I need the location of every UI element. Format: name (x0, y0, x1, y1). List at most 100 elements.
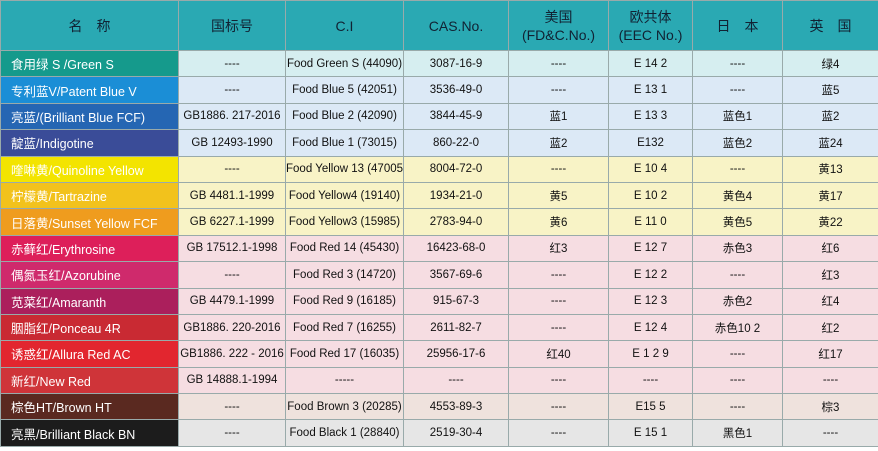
table-cell: GB1886. 220-2016 (178, 313, 286, 342)
table-cell: ---- (178, 261, 286, 289)
table-cell: 4553-89-3 (403, 393, 509, 421)
colorant-name: 苋菜红/Amaranth (0, 287, 179, 315)
header-cell: C.I (285, 0, 404, 51)
table-cell: E 12 2 (608, 261, 693, 289)
table-cell: ---- (692, 76, 783, 104)
table-cell: 25956-17-6 (403, 340, 509, 368)
table-cell: GB1886. 222 - 2016 (178, 340, 286, 368)
table-row: 靛蓝/Indigotine GB 12493-1990 Food Blue 1 (7… (0, 129, 878, 157)
table-cell: E15 5 (608, 393, 693, 421)
table-row: 赤藓红/Erythrosine GB 17512.1-1998 Food Red 1… (0, 234, 878, 263)
header-cell: 美国 (FD&C.No.) (508, 0, 609, 51)
table-cell: 3567-69-6 (403, 261, 509, 289)
table-cell: 绿4 (782, 49, 878, 78)
table-cell: 860-22-0 (403, 129, 509, 157)
colorant-name: 食用绿 S /Green S (0, 49, 179, 78)
table-cell: E 13 1 (608, 76, 693, 104)
table-cell: 黑色1 (692, 419, 783, 447)
table-cell: GB 4479.1-1999 (178, 287, 286, 315)
colorant-name: 诱惑红/Allura Red AC (0, 340, 179, 368)
table-cell: Food Red 14 (45430) (285, 234, 404, 263)
table-row: 偶氮玉红/Azorubine ---- Food Red 3 (14720) 3567… (0, 261, 878, 289)
table-cell: 红3 (508, 234, 609, 263)
table-cell: Food Black 1 (28840) (285, 419, 404, 447)
table-row: 新红/New Red GB 14888.1-1994 ----- ---- ---- --… (0, 366, 878, 395)
table-cell: E 14 2 (608, 49, 693, 78)
table-row: 喹啉黄/Quinoline Yellow ---- Food Yellow 13 (… (0, 155, 878, 183)
table-row: 食用绿 S /Green S ---- Food Green S (44090) 30… (0, 49, 878, 78)
table-cell: ---- (403, 366, 509, 395)
table-cell: 红17 (782, 340, 878, 368)
table-cell: ---- (178, 155, 286, 183)
table-cell: 黄5 (508, 181, 609, 210)
table-cell: E 1 2 9 (608, 340, 693, 368)
table-row: 亮蓝/(Brilliant Blue FCF) GB1886. 217-2016 F… (0, 102, 878, 131)
colorant-name: 胭脂红/Ponceau 4R (0, 313, 179, 342)
table-cell: 红3 (782, 261, 878, 289)
table-cell: GB 17512.1-1998 (178, 234, 286, 263)
colorant-name: 赤藓红/Erythrosine (0, 234, 179, 263)
header-cell: 名 称 (0, 0, 179, 51)
table-cell: E 12 7 (608, 234, 693, 263)
table-cell: ---- (782, 419, 878, 447)
table-cell: 红2 (782, 313, 878, 342)
table-cell: GB 12493-1990 (178, 129, 286, 157)
table-cell: GB1886. 217-2016 (178, 102, 286, 131)
table-cell: 1934-21-0 (403, 181, 509, 210)
table-cell: 棕3 (782, 393, 878, 421)
table-row: 棕色HT/Brown HT ---- Food Brown 3 (20285) 455… (0, 393, 878, 421)
colorant-name: 新红/New Red (0, 366, 179, 395)
table-cell: ---- (608, 366, 693, 395)
table-cell: ---- (692, 366, 783, 395)
table-cell: 2783-94-0 (403, 208, 509, 236)
table-cell: 蓝1 (508, 102, 609, 131)
table-cell: ---- (782, 366, 878, 395)
table-cell: ---- (692, 155, 783, 183)
table-cell: 黄6 (508, 208, 609, 236)
table-cell: ---- (508, 393, 609, 421)
table-cell: 3536-49-0 (403, 76, 509, 104)
table-cell: ---- (178, 393, 286, 421)
table-cell: Food Blue 2 (42090) (285, 102, 404, 131)
colorant-name: 靛蓝/Indigotine (0, 129, 179, 157)
table-cell: 赤色10 2 (692, 313, 783, 342)
table-row: 诱惑红/Allura Red AC GB1886. 222 - 2016 Food … (0, 340, 878, 368)
table-cell: 黄17 (782, 181, 878, 210)
header-cell: 国标号 (178, 0, 286, 51)
table-cell: Food Blue 1 (73015) (285, 129, 404, 157)
table-cell: GB 4481.1-1999 (178, 181, 286, 210)
table-cell: GB 14888.1-1994 (178, 366, 286, 395)
table-cell: 蓝5 (782, 76, 878, 104)
table-cell: ---- (508, 366, 609, 395)
table-cell: 红6 (782, 234, 878, 263)
table-cell: ---- (508, 155, 609, 183)
table-row: 日落黄/Sunset Yellow FCF GB 6227.1-1999 Food … (0, 208, 878, 236)
table-cell: 红4 (782, 287, 878, 315)
table-row: 胭脂红/Ponceau 4R GB1886. 220-2016 Food Red 7… (0, 313, 878, 342)
table-cell: ---- (508, 287, 609, 315)
table-cell: ---- (508, 313, 609, 342)
colorant-name: 亮黑/Brilliant Black BN (0, 419, 179, 447)
table-cell: ---- (178, 76, 286, 104)
table-cell: 3844-45-9 (403, 102, 509, 131)
table-cell: Food Yellow 13 (47005) (285, 155, 404, 183)
table-row: 柠檬黄/Tartrazine GB 4481.1-1999 Food Yellow4… (0, 181, 878, 210)
table-cell: E 12 4 (608, 313, 693, 342)
table-cell: 2519-30-4 (403, 419, 509, 447)
table-cell: 蓝色2 (692, 129, 783, 157)
table-cell: E132 (608, 129, 693, 157)
table-cell: Food Blue 5 (42051) (285, 76, 404, 104)
colorant-name: 棕色HT/Brown HT (0, 393, 179, 421)
colorant-name: 专利蓝V/Patent Blue V (0, 76, 179, 104)
header-cell: 日 本 (692, 0, 783, 51)
table-cell: ---- (178, 49, 286, 78)
table-cell: ---- (178, 419, 286, 447)
table-cell: Food Red 9 (16185) (285, 287, 404, 315)
table-cell: 3087-16-9 (403, 49, 509, 78)
table-cell: ---- (692, 393, 783, 421)
table-cell: ---- (508, 419, 609, 447)
table-cell: 赤色2 (692, 287, 783, 315)
colorant-name: 喹啉黄/Quinoline Yellow (0, 155, 179, 183)
